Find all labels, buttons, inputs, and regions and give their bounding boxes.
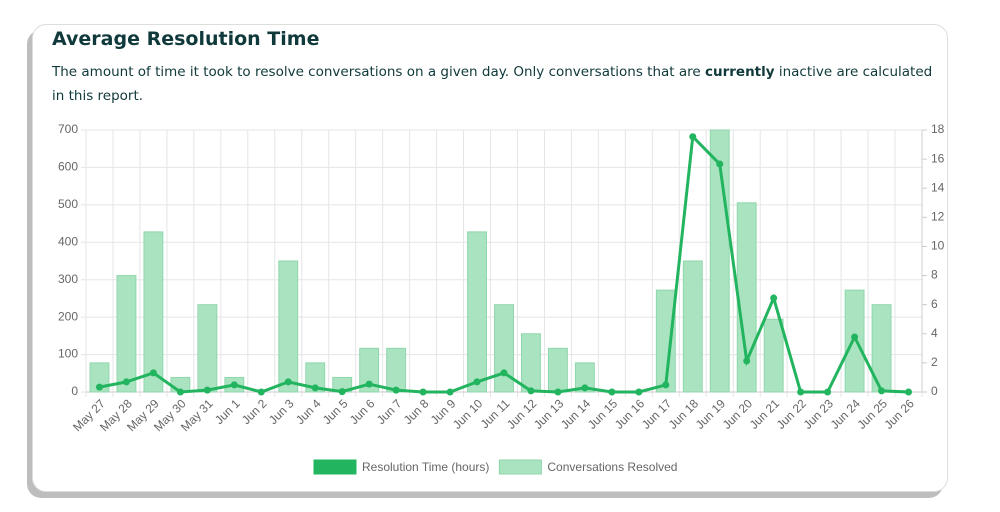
point [95, 383, 103, 391]
y-tick-label: 500 [58, 197, 78, 211]
point [176, 388, 184, 396]
bar [682, 260, 703, 393]
point [824, 388, 832, 396]
bar [278, 260, 299, 393]
y-tick-label: 400 [58, 234, 78, 248]
y2-tick-label: 8 [931, 268, 938, 282]
bar [494, 304, 514, 393]
y-tick-label: 100 [58, 347, 78, 361]
legend-swatch [313, 459, 357, 475]
y-tick-label: 200 [58, 309, 78, 323]
point [905, 388, 913, 396]
point [527, 387, 535, 395]
point [284, 378, 292, 386]
point [392, 386, 400, 394]
bar [547, 347, 568, 393]
y-tick-label: 700 [58, 122, 78, 136]
y2-tick-label: 0 [931, 384, 938, 398]
y-tick-label: 300 [58, 272, 78, 286]
bar [467, 231, 487, 393]
bar [143, 231, 164, 393]
point [446, 388, 454, 396]
point [500, 369, 508, 377]
point [689, 133, 697, 141]
point [716, 160, 724, 168]
point [365, 380, 373, 388]
bar [305, 362, 326, 393]
point [554, 388, 562, 396]
card [32, 24, 948, 492]
y2-tick-label: 6 [931, 297, 938, 311]
point [122, 378, 130, 386]
point [149, 369, 157, 377]
x-tick-label: Jun 8 [401, 396, 432, 427]
point [419, 388, 427, 396]
x-tick-label: Jun 2 [239, 396, 270, 427]
bar [763, 318, 784, 393]
x-tick-label: Jun 5 [320, 396, 351, 427]
bar [197, 304, 218, 393]
point [581, 384, 589, 392]
y2-tick-label: 2 [931, 355, 938, 369]
point [770, 294, 778, 302]
point [257, 388, 265, 396]
subtitle-text: inactive are calculated in this report. [52, 64, 933, 104]
bar [574, 362, 595, 393]
y2-tick-label: 10 [931, 239, 945, 253]
x-tick-label: Jun 7 [374, 396, 405, 427]
point [851, 333, 859, 341]
bar [116, 275, 137, 393]
point [635, 388, 643, 396]
point [230, 381, 238, 389]
point [743, 357, 751, 365]
y2-tick-label: 16 [931, 151, 945, 165]
subtitle-bold: currently [704, 64, 775, 80]
x-tick-label: Jun 3 [266, 396, 297, 427]
point [473, 378, 481, 386]
x-tick-label: Jun 1 [212, 396, 243, 427]
y-tick-label: 0 [71, 384, 78, 398]
point [608, 388, 616, 396]
bar [844, 289, 865, 393]
y2-tick-label: 12 [931, 210, 945, 224]
point [311, 384, 319, 392]
legend-swatch [498, 459, 542, 475]
point [338, 388, 346, 396]
subtitle-text: The amount of time it took to resolve co… [52, 64, 705, 80]
x-tick-label: Jun 26 [882, 396, 918, 432]
bar [359, 347, 380, 393]
y2-tick-label: 14 [931, 180, 945, 194]
bar [655, 289, 676, 393]
y-tick-label: 600 [58, 160, 78, 174]
legend-label: Resolution Time (hours) [362, 460, 489, 474]
bar [521, 333, 541, 393]
x-tick-label: Jun 6 [347, 396, 378, 427]
bar [386, 347, 407, 393]
y2-tick-label: 4 [931, 326, 938, 340]
point [203, 386, 211, 394]
y2-tick-label: 18 [931, 122, 945, 136]
title: Average Resolution Time [52, 28, 320, 50]
subtitle: The amount of time it took to resolve co… [52, 60, 942, 108]
x-tick-label: Jun 4 [293, 396, 324, 427]
point [797, 388, 805, 396]
point [878, 387, 886, 395]
point [662, 381, 670, 389]
x-tick-label: Jun 10 [450, 396, 486, 432]
legend-label: Conversations Resolved [547, 460, 677, 474]
